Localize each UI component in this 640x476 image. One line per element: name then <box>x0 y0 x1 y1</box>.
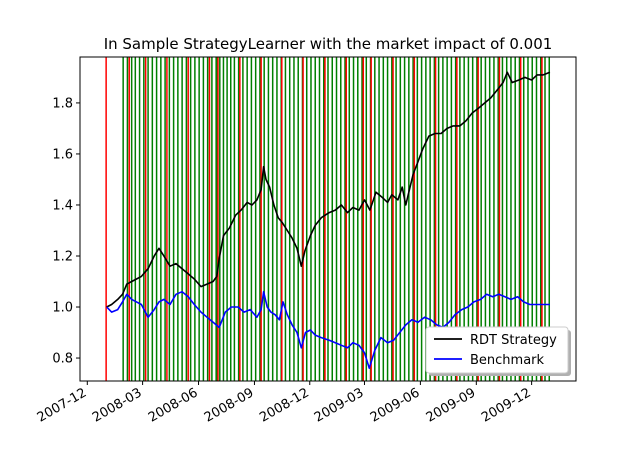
chart-title: In Sample StrategyLearner with the marke… <box>104 35 553 53</box>
y-tick-label-3: 1.4 <box>52 198 73 213</box>
x-tick-label-7: 2009-09 <box>424 385 479 425</box>
x-tick-label-0: 2007-12 <box>35 385 90 425</box>
series-line-rdt-strategy <box>106 71 551 308</box>
x-tick-label-6: 2009-06 <box>368 385 423 425</box>
x-tick-label-8: 2009-12 <box>479 385 534 425</box>
x-tick-label-2: 2008-06 <box>146 385 201 425</box>
x-tick-label-1: 2008-03 <box>90 385 145 425</box>
y-tick-label-0: 0.8 <box>52 352 73 367</box>
x-tick-label-3: 2008-09 <box>202 385 257 425</box>
y-tick-label-4: 1.6 <box>52 147 73 162</box>
series-group <box>106 71 551 370</box>
y-tick-label-2: 1.2 <box>52 249 73 264</box>
legend: RDT Strategy Benchmark <box>425 326 571 376</box>
y-axis: 0.8 1.0 1.2 1.4 1.6 1.8 <box>52 96 80 367</box>
y-tick-label-5: 1.8 <box>52 96 73 111</box>
legend-label-rdt-strategy: RDT Strategy <box>470 333 557 348</box>
x-tick-label-5: 2009-03 <box>312 385 367 425</box>
series-line-benchmark <box>106 290 550 370</box>
plot-frame <box>79 56 577 382</box>
x-axis: 2007-12 2008-03 2008-06 2008-09 2008-12 2009-… <box>35 381 534 426</box>
legend-label-benchmark: Benchmark <box>470 353 545 368</box>
x-tick-label-4: 2008-12 <box>257 385 312 425</box>
trade-vertical-lines <box>105 57 551 381</box>
y-tick-label-1: 1.0 <box>52 301 73 316</box>
